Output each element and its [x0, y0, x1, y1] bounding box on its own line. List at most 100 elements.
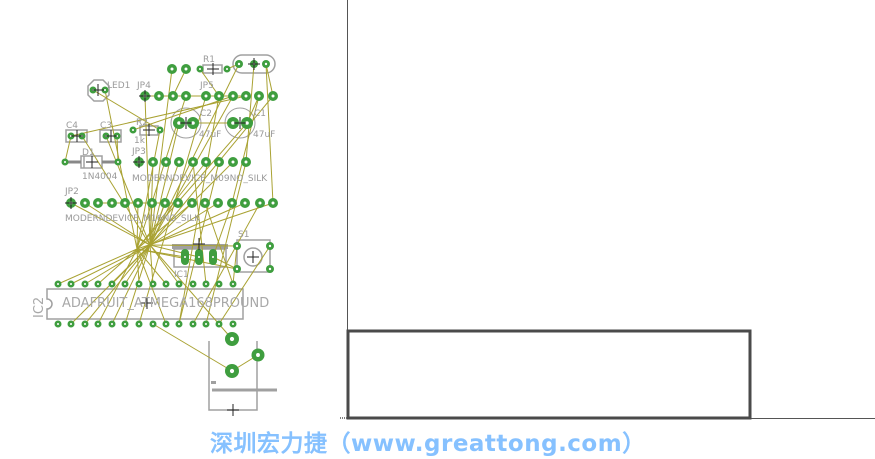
jp3-pad-4[interactable] [174, 157, 184, 167]
jp3-pad-7[interactable] [214, 157, 224, 167]
ic2-top-pad-12[interactable] [202, 280, 210, 288]
power-jack-pad-3[interactable] [225, 364, 239, 378]
jp2-pad-13[interactable] [227, 198, 237, 208]
ic2-bottom-pad-1[interactable] [54, 320, 62, 328]
jp2-pad-8[interactable] [160, 198, 170, 208]
ic2-bottom-pad-12[interactable] [202, 320, 210, 328]
r2-pad-2[interactable] [156, 126, 164, 134]
jp4-jp5-pad-9[interactable] [254, 91, 264, 101]
jp2-pad-9[interactable] [173, 198, 183, 208]
jp2-pad-10[interactable] [187, 198, 197, 208]
origin-cross [247, 251, 259, 263]
jp4-jp5-pad-6[interactable] [214, 91, 224, 101]
jp3-pad-9[interactable] [241, 157, 251, 167]
jp2-pad-3[interactable] [93, 198, 103, 208]
jp4-jp5-pad-7[interactable] [228, 91, 238, 101]
d1-pad-2[interactable] [114, 158, 122, 166]
ic2-bottom-pad-6[interactable] [121, 320, 129, 328]
c2-pad-2[interactable] [187, 117, 199, 129]
airwire [212, 202, 233, 258]
s1-pad-4[interactable] [266, 265, 274, 273]
ic2-bottom-pad-2[interactable] [67, 320, 75, 328]
ic1-label: IC1 [174, 270, 189, 280]
jp2-pad-5[interactable] [120, 198, 130, 208]
jp2-pad-2[interactable] [80, 198, 90, 208]
s1-pad-2[interactable] [266, 242, 274, 250]
ic2-top-pad-13[interactable] [215, 280, 223, 288]
jp2-pad-16[interactable] [268, 198, 278, 208]
ic2-top-pad-6[interactable] [121, 280, 129, 288]
ic2-top-pad-9[interactable] [162, 280, 170, 288]
ic2-bottom-pad-9[interactable] [162, 320, 170, 328]
ic2-bottom-pad-13[interactable] [215, 320, 223, 328]
jp3-pad-6[interactable] [201, 157, 211, 167]
jp4-jp5-pad-3[interactable] [168, 91, 178, 101]
led1-pad-2[interactable] [101, 86, 109, 94]
airwire [70, 95, 247, 137]
s1-pad-1[interactable] [233, 242, 241, 250]
origin-cross [133, 156, 145, 168]
jp2-pad-14[interactable] [240, 198, 250, 208]
crystal-pad-1[interactable] [235, 60, 243, 68]
ic2-bottom-pad-14[interactable] [229, 320, 237, 328]
ic2-top-pad-8[interactable] [149, 280, 157, 288]
c1-pad-1[interactable] [227, 117, 239, 129]
ic2-bottom-pad-11[interactable] [189, 320, 197, 328]
ic2-top-pad-7[interactable] [135, 280, 143, 288]
jp4-jp5-pad-10[interactable] [268, 91, 278, 101]
ic2-top-pad-2[interactable] [67, 280, 75, 288]
ic2-top-pad-10[interactable] [175, 280, 183, 288]
ic2-top-pad-4[interactable] [94, 280, 102, 288]
r2-value: 1k [134, 136, 146, 146]
ic2-bottom-pad-3[interactable] [81, 320, 89, 328]
jp4-jp5-pad-2[interactable] [154, 91, 164, 101]
jp2-pad-4[interactable] [107, 198, 117, 208]
ic2-bottom-pad-5[interactable] [108, 320, 116, 328]
labels: R1 LED1 JP4 JP5 C2 47uF C1 47uF R2 1k C4… [32, 55, 275, 318]
jp3-pad-8[interactable] [228, 157, 238, 167]
c1-pad-2[interactable] [241, 117, 253, 129]
ic2-bottom-pad-10[interactable] [175, 320, 183, 328]
jp3-pad-3[interactable] [161, 157, 171, 167]
airwire [149, 63, 240, 246]
jp2-pad-6[interactable] [133, 198, 143, 208]
board-outline[interactable] [346, 329, 752, 420]
s1-button [243, 247, 263, 267]
c2-pad-1[interactable] [173, 117, 185, 129]
r1-pad-2[interactable] [223, 65, 231, 73]
ic2-bottom-pad-4[interactable] [94, 320, 102, 328]
ic1-pad-2[interactable] [195, 249, 203, 265]
ic1-pad-1[interactable] [181, 249, 189, 265]
s1-pad-3[interactable] [233, 265, 241, 273]
ic2-top-pad-11[interactable] [189, 280, 197, 288]
ic1-pad-3[interactable] [209, 249, 217, 265]
airwire [149, 122, 180, 246]
airwire [231, 95, 260, 204]
jp2-pad-12[interactable] [213, 198, 223, 208]
ic2-bottom-pad-8[interactable] [149, 320, 157, 328]
jp2-pad-11[interactable] [200, 198, 210, 208]
jp4-jp5-pad-4[interactable] [181, 91, 191, 101]
jp4-jp5-pad-5[interactable] [201, 91, 211, 101]
power-jack-pad-2[interactable] [251, 348, 265, 362]
jp3-pad-2[interactable] [148, 157, 158, 167]
ic2-bottom-pad-7[interactable] [135, 320, 143, 328]
header-pad-2[interactable] [181, 64, 191, 74]
jp2-pad-15[interactable] [255, 198, 265, 208]
r2-pad-1[interactable] [129, 126, 137, 134]
ic2-top-pad-3[interactable] [81, 280, 89, 288]
power-jack-pad-1[interactable] [225, 332, 239, 346]
airwire [111, 244, 151, 325]
jp2-pad-7[interactable] [147, 198, 157, 208]
crystal-pad-3[interactable] [262, 60, 270, 68]
airwire [265, 63, 274, 97]
ic2-top-pad-1[interactable] [54, 280, 62, 288]
jp3-pad-5[interactable] [188, 157, 198, 167]
d1-pad-1[interactable] [61, 158, 69, 166]
jp4-jp5-pad-8[interactable] [241, 91, 251, 101]
ic2-top-pad-14[interactable] [229, 280, 237, 288]
header-pad-1[interactable] [167, 64, 177, 74]
r1-pad-1[interactable] [196, 65, 204, 73]
ic2-top-pad-5[interactable] [108, 280, 116, 288]
